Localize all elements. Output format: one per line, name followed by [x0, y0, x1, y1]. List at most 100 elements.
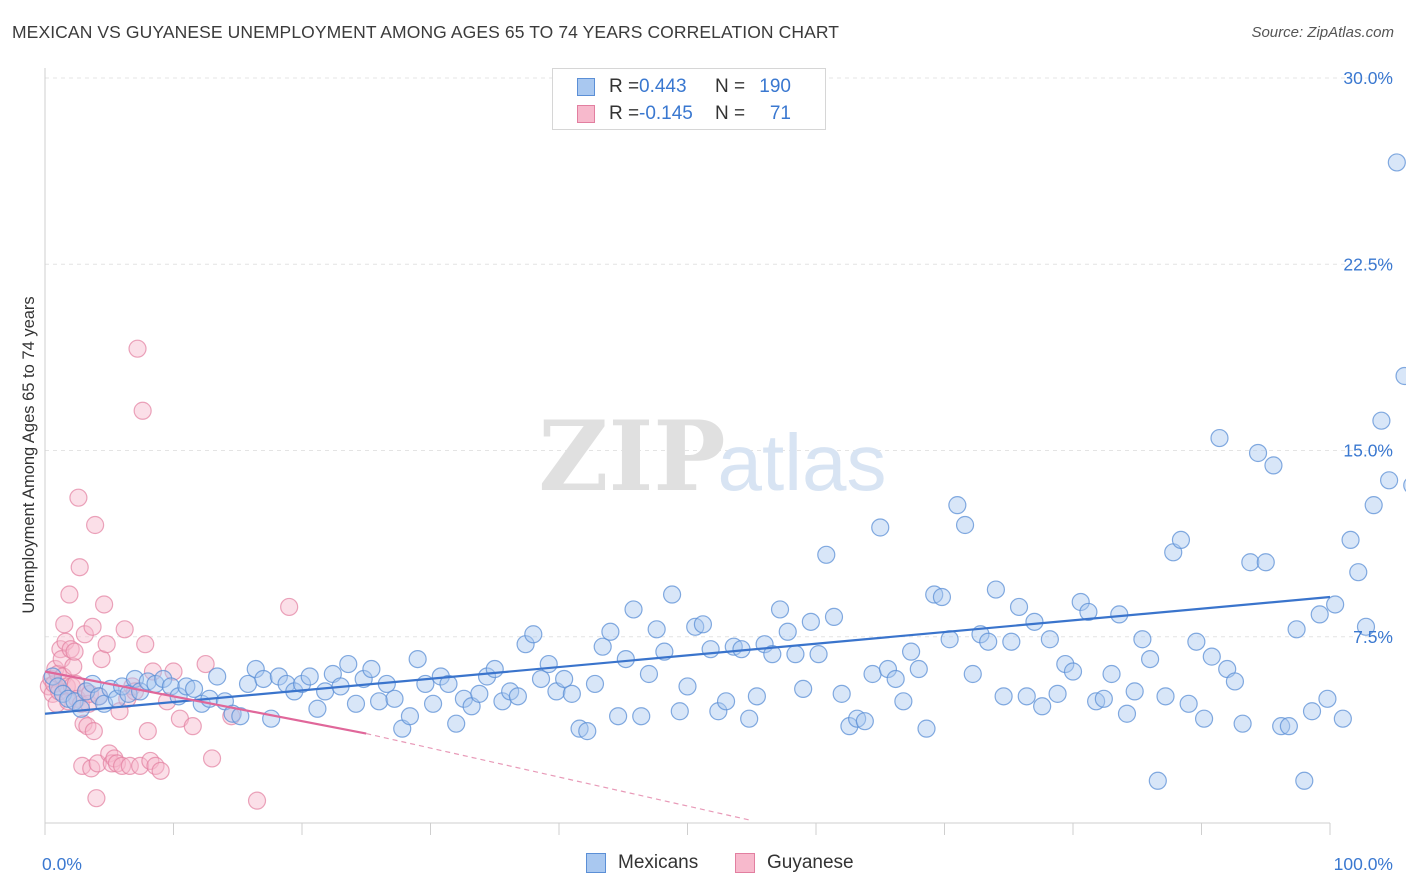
mexican-point	[385, 689, 404, 708]
guyanese-point	[136, 635, 155, 654]
mexican-point	[894, 692, 913, 711]
mexican-point	[716, 692, 736, 711]
mexican-point	[184, 679, 204, 699]
y-tick-label: 15.0%	[1343, 441, 1393, 461]
mexican-point	[593, 637, 612, 656]
watermark-zip: ZIP	[538, 400, 725, 513]
mexican-point	[423, 694, 443, 713]
mexican-point	[878, 659, 898, 679]
mexican-point	[1256, 553, 1275, 572]
mexican-point	[979, 632, 998, 651]
mexican-point	[400, 707, 420, 726]
mexican-point	[1279, 717, 1298, 736]
mexican-point	[439, 674, 458, 694]
mexican-point	[1110, 605, 1129, 624]
guyanese-point	[146, 756, 165, 775]
guyanese-point	[84, 722, 103, 741]
mexican-point	[670, 702, 689, 721]
mexican-point	[1387, 153, 1406, 172]
guyanese-point	[112, 756, 132, 775]
mexican-point	[339, 654, 358, 674]
mexican-point	[1233, 714, 1252, 733]
mexican-point	[1094, 689, 1113, 708]
mexican-point	[1079, 602, 1098, 622]
mexican-point	[855, 712, 874, 731]
mexican-point	[1380, 471, 1399, 490]
mexican-point	[1225, 672, 1245, 691]
trend-lines	[44, 595, 1331, 822]
mexican-point	[370, 692, 389, 711]
mexican-point	[362, 659, 381, 679]
mexican-point	[1248, 443, 1268, 463]
mexican-point	[1272, 717, 1291, 736]
mexican-point	[246, 659, 265, 679]
mexican-point	[1210, 428, 1229, 448]
mexican-point	[1349, 563, 1368, 582]
legend-r-label: R =	[609, 103, 640, 124]
mexican-point	[1002, 632, 1021, 651]
legend-r-value: -0.145	[639, 103, 693, 124]
guyanese-point	[196, 654, 215, 674]
mexican-point	[901, 642, 921, 661]
tick-labels: 7.5% 15.0% 22.5% 30.0% 0.0% 100.0%	[42, 68, 1393, 874]
guyanese-point	[65, 642, 84, 661]
guyanese-point	[183, 717, 202, 736]
mexican-point	[994, 687, 1013, 706]
guyanese-point	[88, 754, 107, 773]
mexican-point	[1395, 366, 1406, 386]
mexican-point	[662, 585, 682, 604]
mexican-points	[43, 153, 1406, 790]
chart-title: MEXICAN VS GUYANESE UNEMPLOYMENT AMONG A…	[12, 22, 840, 42]
mexican-point	[1372, 411, 1391, 430]
mexican-point	[65, 692, 84, 711]
mexican-trend-line	[44, 595, 1331, 715]
mexican-point	[254, 669, 273, 689]
legend-swatch-mexicans	[577, 78, 595, 96]
legend-row-mexicans: R = 0.443 N = 190	[577, 75, 791, 99]
mexican-point	[154, 669, 173, 689]
mexican-point	[316, 682, 335, 701]
mexican-point	[562, 684, 581, 703]
mexican-point	[963, 664, 982, 684]
guyanese-point	[105, 749, 124, 768]
guyanese-point	[280, 597, 299, 617]
mexican-point	[470, 684, 489, 703]
mexican-point	[346, 694, 366, 713]
guyanese-point	[64, 657, 83, 676]
mexican-point	[1048, 684, 1067, 703]
guyanese-trend-extension	[366, 733, 752, 822]
mexican-point	[886, 669, 905, 689]
mexican-point	[747, 687, 766, 706]
mexican-point	[555, 669, 574, 689]
guyanese-point	[83, 617, 102, 636]
mexican-point	[701, 640, 720, 659]
mexican-point	[794, 679, 813, 699]
mexican-point	[269, 667, 288, 686]
mexican-point	[292, 674, 312, 694]
mexican-point	[1364, 496, 1383, 515]
watermark: ZIP atlas	[538, 400, 886, 513]
y-tick-label: 30.0%	[1343, 68, 1393, 88]
mexican-point	[1187, 632, 1206, 651]
mexican-point	[1264, 456, 1283, 475]
mexican-point	[1063, 662, 1083, 681]
guyanese-point	[75, 625, 94, 644]
mexican-point	[1025, 612, 1044, 631]
mexican-point	[817, 545, 836, 564]
series-legend: Mexicans Guyanese	[0, 852, 1406, 876]
mexican-point	[1017, 687, 1036, 706]
mexican-point	[917, 719, 936, 738]
mexican-point	[1194, 709, 1214, 728]
guyanese-point	[128, 339, 147, 358]
guyanese-point	[97, 635, 116, 654]
y-tick-label: 22.5%	[1343, 254, 1393, 274]
legend-item-mexicans: Mexicans	[586, 852, 698, 874]
mexican-point	[1056, 654, 1075, 674]
legend-r-value: 0.443	[639, 76, 687, 97]
mexican-point	[238, 674, 258, 694]
mexican-point	[1102, 664, 1121, 684]
guyanese-point	[247, 791, 267, 810]
guyanese-point	[95, 595, 114, 614]
mexican-point	[1287, 620, 1306, 639]
